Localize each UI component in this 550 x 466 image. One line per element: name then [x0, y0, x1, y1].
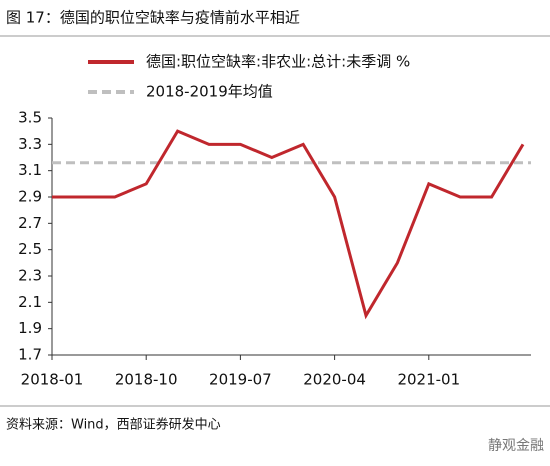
source: 资料来源：Wind，西部证券研发中心 — [6, 417, 221, 433]
x-tick-label: 2019-07 — [209, 371, 272, 389]
legend-label: 德国:职位空缺率:非农业:总计:未季调 % — [146, 53, 410, 71]
y-tick-label: 3.5 — [18, 109, 42, 127]
watermark: 静观金融 — [488, 438, 544, 454]
y-tick-label: 1.7 — [18, 346, 42, 364]
x-tick-label: 2021-01 — [397, 371, 460, 389]
y-tick-label: 1.9 — [18, 319, 42, 337]
legend-label: 2018-2019年均值 — [146, 83, 273, 101]
chart-title: 图 17：德国的职位空缺率与疫情前水平相近 — [6, 9, 300, 27]
y-tick-label: 2.3 — [18, 267, 42, 285]
y-tick-label: 3.1 — [18, 161, 42, 179]
y-tick-label: 2.1 — [18, 293, 42, 311]
x-tick-label: 2020-04 — [303, 371, 366, 389]
y-tick-label: 2.5 — [18, 240, 42, 258]
x-tick-label: 2018-10 — [115, 371, 178, 389]
y-tick-label: 3.3 — [18, 135, 42, 153]
y-tick-label: 2.9 — [18, 188, 42, 206]
x-tick-label: 2018-01 — [21, 371, 84, 389]
data-line — [52, 129, 525, 320]
y-tick-label: 2.7 — [18, 214, 42, 232]
